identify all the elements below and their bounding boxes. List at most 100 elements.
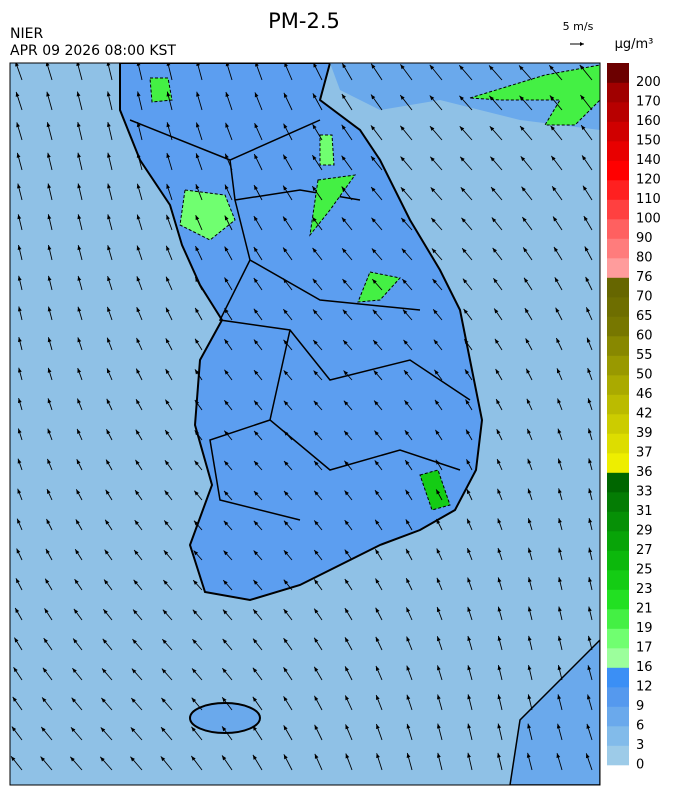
- high-concentration-patches: [149, 64, 600, 511]
- wind-vector-head: [136, 91, 141, 97]
- wind-vector-head: [77, 275, 82, 281]
- colorbar-segment: [607, 258, 629, 278]
- wind-vector-head: [224, 308, 229, 314]
- wind-vector-head: [400, 95, 405, 100]
- wind-vector-head: [75, 519, 80, 525]
- colorbar-label: 110: [636, 192, 661, 207]
- timestamp: APR 09 2026 08:00 KST: [10, 43, 176, 59]
- wind-vector-head: [107, 368, 111, 374]
- wind-vector-head: [373, 370, 379, 376]
- wind-vector-head: [493, 278, 498, 284]
- wind-vector-head: [527, 577, 532, 583]
- wind-vector-head: [47, 245, 52, 250]
- colorbar-segment: [607, 453, 629, 473]
- colorbar-label: 50: [636, 368, 653, 383]
- wind-vector-head: [105, 489, 110, 495]
- wind-vector-head: [161, 727, 166, 732]
- wind-vector-head: [314, 579, 319, 585]
- wind-vector-head: [314, 724, 319, 730]
- wind-vector-head: [497, 752, 501, 758]
- wind-vector-head: [435, 429, 440, 435]
- wind-vector-head: [283, 92, 288, 98]
- wind-vector-head: [283, 579, 289, 585]
- wind-vector-head: [192, 639, 197, 644]
- wind-vector-head: [344, 460, 349, 466]
- wind-vector-head: [526, 398, 531, 404]
- wind-vector-head: [467, 694, 472, 700]
- wind-vector-head: [372, 279, 377, 284]
- wind-vector-head: [252, 725, 257, 731]
- wind-vector-head: [102, 638, 108, 644]
- wind-vector-head: [42, 667, 48, 673]
- colorbar-segment: [607, 82, 629, 103]
- colorbar-segment: [607, 160, 629, 181]
- colorbar-label: 76: [636, 270, 653, 285]
- wind-vector-head: [523, 247, 528, 253]
- wind-vector-head: [131, 668, 137, 674]
- wind-vector-head: [131, 698, 136, 703]
- wind-vector-head: [553, 216, 558, 222]
- wind-vector-head: [253, 490, 259, 496]
- wind-vector-head: [400, 156, 405, 162]
- wind-vector-head: [314, 490, 319, 496]
- wind-vector-head: [253, 247, 258, 252]
- wind-vector-head: [431, 217, 436, 223]
- wind-vector-head: [47, 337, 52, 343]
- wind-vector-head: [106, 91, 111, 97]
- colorbar-label: 3: [636, 738, 644, 753]
- wind-vector-head: [16, 122, 20, 128]
- wind-vector-head: [45, 578, 50, 584]
- wind-vector-head: [47, 306, 52, 312]
- colorbar-segment: [607, 706, 629, 727]
- wind-vector-head: [314, 637, 319, 643]
- wind-vector-head: [496, 429, 501, 435]
- wind-vector-head: [76, 122, 81, 128]
- wind-vector-head: [497, 577, 502, 583]
- colorbar-segment: [607, 492, 629, 512]
- wind-vector-head: [467, 548, 471, 554]
- colorbar-segment: [607, 336, 629, 356]
- wind-vector-head: [191, 726, 196, 732]
- wind-vector-head: [494, 338, 500, 344]
- colorbar-label: 37: [636, 446, 653, 461]
- wind-vector-head: [587, 428, 592, 434]
- wind-vector-head: [254, 123, 259, 129]
- wind-vector-head: [15, 91, 20, 97]
- wind-vector-head: [494, 308, 499, 314]
- wind-vector-head: [406, 636, 411, 642]
- wind-vector-head: [160, 756, 166, 762]
- wind-vector-head: [161, 668, 167, 674]
- organization: NIER: [10, 26, 43, 42]
- wind-vector-head: [375, 519, 380, 525]
- wind-vector-head: [225, 92, 230, 98]
- wind-vector-head: [527, 458, 532, 464]
- wind-vector-head: [106, 398, 111, 404]
- wind-vector-head: [520, 156, 526, 162]
- wind-vector-head: [401, 217, 406, 223]
- wind-vector-head: [313, 370, 319, 376]
- wind-vector-head: [524, 308, 529, 314]
- wind-vector-head: [195, 307, 200, 313]
- wind-vector-head: [44, 608, 49, 614]
- wind-vector-head: [105, 519, 110, 525]
- wind-vector-head: [341, 124, 346, 130]
- colorbar-segment: [607, 414, 629, 434]
- wind-vector-head: [222, 697, 227, 703]
- colorbar-label: 65: [636, 309, 653, 324]
- wind-vector-head: [224, 184, 229, 190]
- wind-vector-head: [254, 154, 259, 160]
- wind-vector-head: [17, 306, 22, 312]
- title: PM-2.5: [268, 9, 340, 33]
- wind-vector-head: [73, 608, 79, 614]
- wind-vector-head: [255, 63, 259, 67]
- wind-vector-head: [224, 460, 229, 466]
- wind-vector-head: [77, 152, 81, 158]
- wind-vector-head: [467, 723, 472, 729]
- wind-vector-head: [497, 547, 502, 553]
- wind-reference-arrow: [570, 42, 584, 46]
- wind-vector-head: [133, 579, 139, 585]
- colorbar-segment: [607, 141, 629, 161]
- wind-vector-head: [195, 153, 200, 159]
- wind-vector-head: [254, 461, 259, 466]
- wind-vector-head: [166, 122, 171, 128]
